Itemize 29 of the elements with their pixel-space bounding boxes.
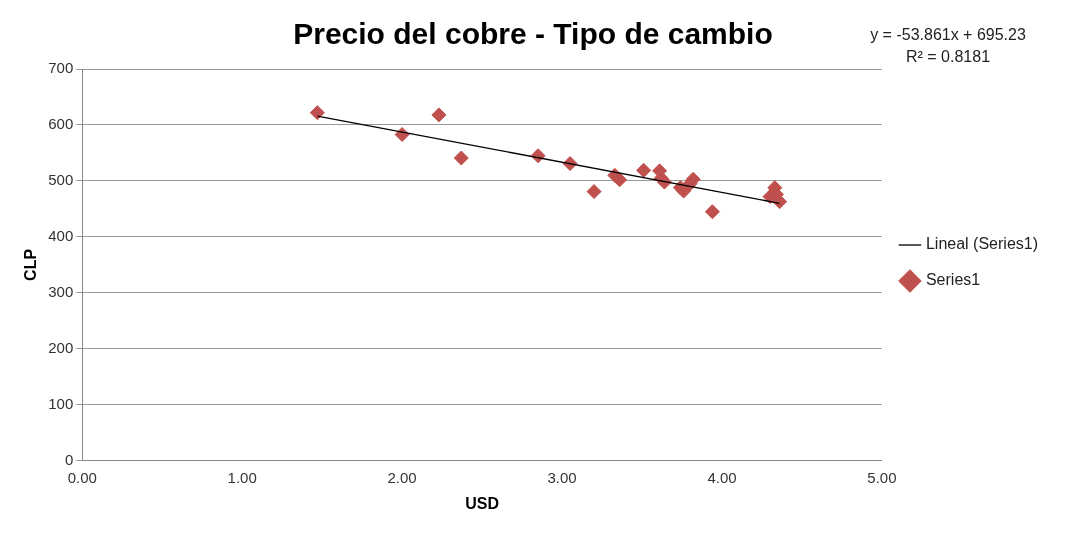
x-tick-label: 5.00 (867, 468, 897, 486)
text: R² = 0.8181 (905, 48, 991, 66)
text: y = -53.861x + 695.23 (870, 26, 1026, 44)
legend-label: Lineal (Series1) (925, 235, 1039, 253)
y-tick-label: 700 (48, 59, 74, 77)
x-tick-label: 3.00 (547, 468, 577, 486)
x-tick-label: 0.00 (67, 468, 97, 486)
chart-title: Precio del cobre - Tipo de cambio (293, 17, 773, 51)
y-tick-label: 0 (64, 450, 74, 468)
y-tick-label: 300 (48, 283, 74, 301)
point (453, 150, 469, 166)
y-axis-title: CLP (22, 248, 40, 281)
y-tick-label: 400 (48, 227, 74, 245)
point (636, 162, 652, 178)
x-axis-title: USD (465, 494, 499, 512)
point (309, 105, 325, 121)
x-tick-label: 1.00 (227, 468, 257, 486)
y-tick-label: 200 (48, 339, 74, 356)
x-tick-label: 2.00 (387, 468, 417, 486)
y-tick-label: 100 (48, 394, 74, 412)
point (704, 204, 720, 220)
x-tick-label: 4.00 (707, 468, 737, 486)
point (431, 107, 447, 123)
point (586, 184, 602, 200)
point (612, 172, 628, 188)
legend-label: Series1 (925, 271, 981, 289)
point (772, 194, 788, 210)
y-tick-label: 500 (48, 171, 74, 189)
y-tick-label: 600 (48, 115, 74, 133)
